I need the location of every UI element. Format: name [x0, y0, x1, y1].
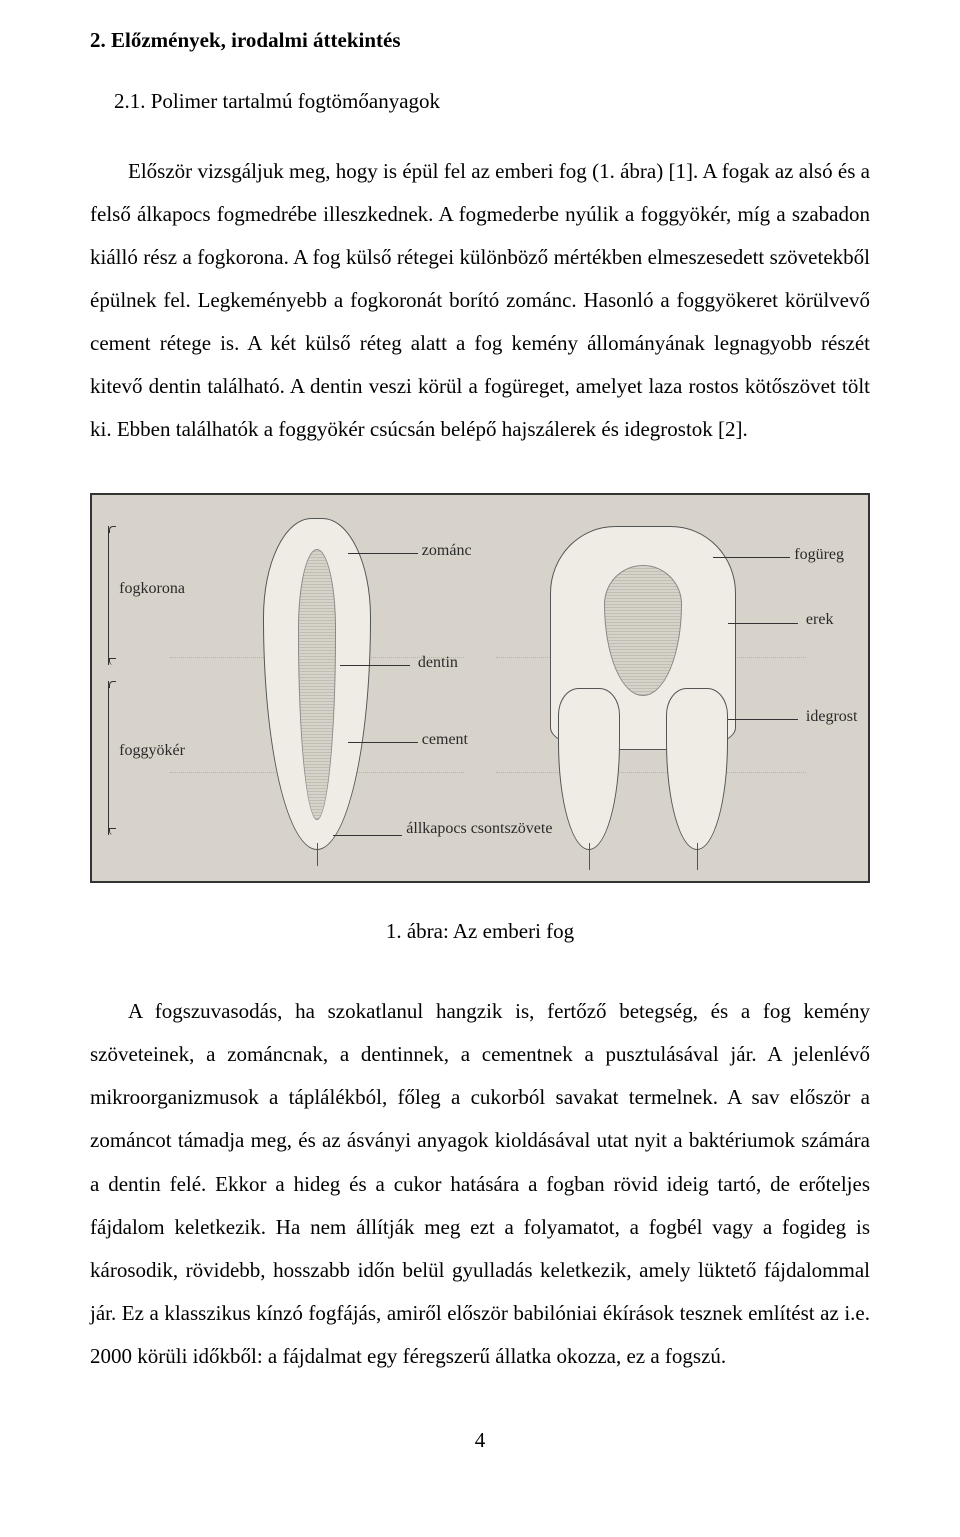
label-idegrost: idegrost	[806, 708, 858, 726]
section-heading: 2. Előzmények, irodalmi áttekintés	[90, 28, 870, 53]
brace-fogkorona	[108, 526, 114, 665]
lead-erek	[728, 623, 798, 624]
lead-allkapocs	[333, 835, 403, 836]
tooth-right-root-2	[666, 688, 728, 850]
brace-foggyoker	[108, 681, 114, 835]
lead-dentin	[340, 665, 410, 666]
root-nerve-left	[317, 843, 318, 866]
paragraph-1: Először vizsgáljuk meg, hogy is épül fel…	[90, 150, 870, 451]
label-fogureg: fogüreg	[794, 546, 844, 564]
lead-zomanc	[348, 553, 418, 554]
label-foggyoker: foggyökér	[119, 742, 185, 760]
subsection-heading: 2.1. Polimer tartalmú fogtömőanyagok	[114, 89, 870, 114]
label-dentin: dentin	[418, 654, 458, 672]
label-fogkorona: fogkorona	[119, 580, 185, 598]
lead-idegrost	[728, 719, 798, 720]
tooth-right-root-1	[558, 688, 620, 850]
lead-fogureg	[713, 557, 791, 558]
paragraph-2: A fogszuvasodás, ha szokatlanul hangzik …	[90, 990, 870, 1377]
label-zomanc: zománc	[422, 542, 472, 560]
root-nerve-right-2	[697, 843, 698, 870]
lead-cement	[348, 742, 418, 743]
label-allkapocs: állkapocs csontszövete	[406, 820, 552, 838]
figure-caption: 1. ábra: Az emberi fog	[90, 919, 870, 944]
root-nerve-right-1	[589, 843, 590, 870]
page-number: 4	[90, 1428, 870, 1453]
label-erek: erek	[806, 611, 834, 629]
figure-tooth-anatomy: fogkorona foggyökér zománc dentin cement…	[90, 493, 870, 883]
label-cement: cement	[422, 731, 468, 749]
